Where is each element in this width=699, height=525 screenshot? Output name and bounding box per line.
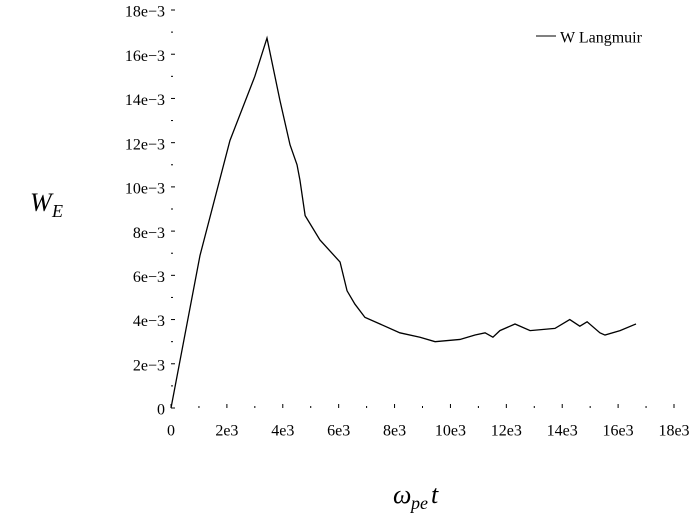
y-tick-label: 0 [157,402,165,419]
x-tick-label: 10e3 [435,423,466,440]
x-tick-label: 18e3 [658,423,689,440]
x-tick-label: 8e3 [383,423,406,440]
x-tick-label: 14e3 [547,423,578,440]
y-tick-label: 18e−3 [125,4,165,21]
data-line [170,35,637,409]
x-tick-label: 12e3 [491,423,522,440]
y-tick-label: 16e−3 [125,48,165,65]
y-axis-label: W [30,188,54,217]
legend-label: W Langmuir [560,30,643,47]
x-tick-label: 4e3 [271,423,294,440]
y-tick-label: 6e−3 [133,269,165,286]
y-tick-label: 14e−3 [125,92,165,109]
x-axis-label-sub: pe [409,493,428,513]
y-tick-label: 2e−3 [133,357,165,374]
y-tick-label: 10e−3 [125,181,165,198]
x-axis-label-tail: t [431,480,439,509]
y-tick-label: 4e−3 [133,313,165,330]
y-tick-label: 12e−3 [125,136,165,153]
x-tick-label: 6e3 [327,423,350,440]
y-tick-label: 8e−3 [133,225,165,242]
x-tick-label: 2e3 [215,423,238,440]
y-axis-label-sub: E [51,201,63,221]
x-axis-label: ω [393,480,411,509]
x-tick-label: 0 [167,423,175,440]
x-tick-label: 16e3 [603,423,634,440]
